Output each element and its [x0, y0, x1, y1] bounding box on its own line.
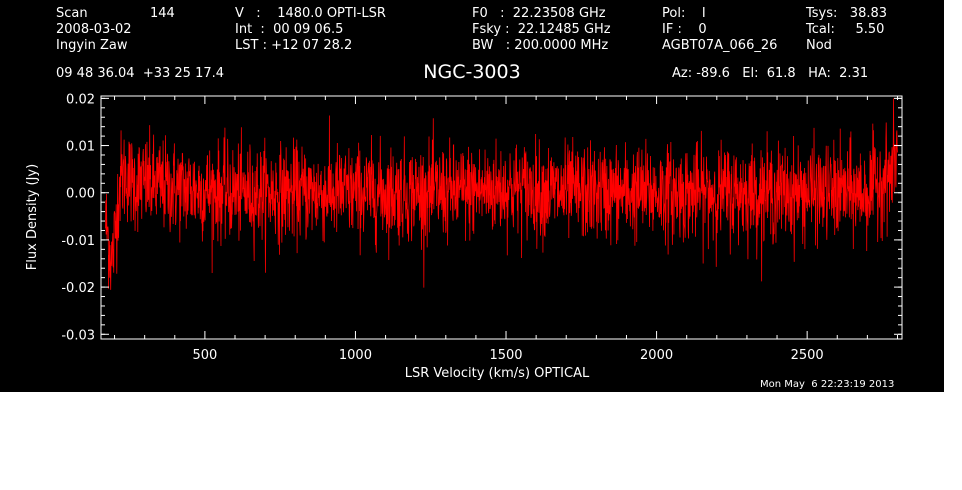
x-axis-title: LSR Velocity (km/s) OPTICAL [405, 366, 590, 381]
bandwidth: BW : 200.0000 MHz [472, 38, 609, 53]
source-coordinates: 09 48 36.04 +33 25 17.4 [56, 66, 225, 81]
y-tick-label: -0.03 [61, 328, 95, 343]
x-tick-label: 1000 [339, 348, 372, 363]
plot-window: Scan 144 2008-03-02 Ingyin Zaw 09 48 36.… [0, 0, 944, 392]
polarization: Pol: I [662, 6, 706, 21]
y-tick-label: -0.02 [61, 281, 95, 296]
pointing-readout: Az: -89.6 El: 61.8 HA: 2.31 [672, 66, 869, 81]
velocity-readout: V : 1480.0 OPTI-LSR [235, 6, 386, 21]
plot-frame [100, 95, 903, 340]
y-axis: -0.03 -0.02 -0.01 0.00 0.01 0.02 [61, 92, 902, 343]
switching-mode: Nod [806, 38, 832, 53]
x-tick-label: 2000 [640, 348, 673, 363]
y-tick-label: 0.00 [66, 187, 95, 202]
lst-readout: LST : +12 07 28.2 [235, 38, 353, 53]
chart-title: NGC-3003 [423, 61, 521, 83]
spectrum-trace-group [105, 98, 898, 290]
x-axis: 500 1000 1500 2000 2500 [114, 96, 898, 363]
observer-name: Ingyin Zaw [56, 38, 128, 53]
if-number: IF : 0 [662, 22, 707, 37]
y-tick-label: -0.01 [61, 234, 95, 249]
spectrum-trace [105, 98, 898, 290]
calibration-temperature: Tcal: 5.50 [806, 22, 885, 37]
x-tick-label: 500 [192, 348, 217, 363]
spectrum-chart: 500 1000 1500 2000 2500 -0.03 -0.02 -0.01 0.00 0… [25, 92, 903, 381]
project-id: AGBT07A_066_26 [662, 38, 778, 53]
rest-frequency: F0 : 22.23508 GHz [472, 6, 606, 21]
y-tick-label: 0.01 [66, 140, 95, 155]
scan-number: 144 [150, 6, 175, 21]
sky-frequency: Fsky : 22.12485 GHz [472, 22, 611, 37]
observation-date: 2008-03-02 [56, 22, 132, 37]
scan-label: Scan [56, 6, 88, 21]
integration-time: Int : 00 09 06.5 [235, 22, 344, 37]
y-axis-title: Flux Density (Jy) [25, 164, 40, 270]
x-tick-label: 1500 [489, 348, 522, 363]
system-temperature: Tsys: 38.83 [806, 6, 888, 21]
date-stamp: Mon May 6 22:23:19 2013 [760, 379, 895, 390]
y-tick-label: 0.02 [66, 92, 95, 107]
x-tick-label: 2500 [791, 348, 824, 363]
